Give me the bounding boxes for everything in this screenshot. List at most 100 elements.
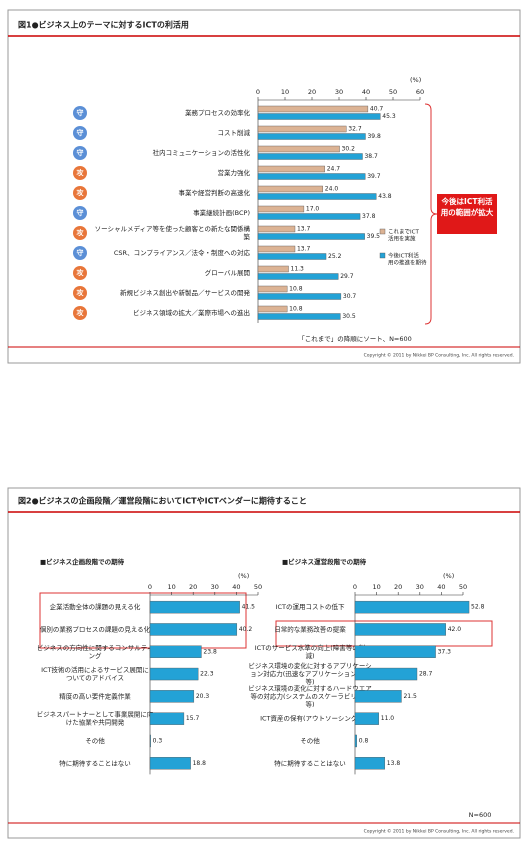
bar bbox=[257, 153, 363, 160]
category-label: ICTのサービス水準の向上(障害等の削減) bbox=[255, 643, 365, 660]
x-tick-label: 40 bbox=[437, 583, 445, 591]
bar bbox=[257, 225, 296, 233]
value-label: 52.8 bbox=[471, 604, 485, 611]
value-label: 0.8 bbox=[359, 737, 369, 744]
category-label: 事業や経営判断の高速化 bbox=[179, 188, 251, 197]
figure-title: 図1●ビジネス上のテーマに対するICTの利活用 bbox=[18, 20, 189, 30]
bar bbox=[354, 757, 386, 770]
category-label: グローバル展開 bbox=[205, 268, 250, 277]
highlight-box bbox=[39, 592, 247, 649]
bar bbox=[257, 185, 324, 193]
category-label: ICT資産の保有(アウトソーシング) bbox=[260, 714, 360, 723]
frame bbox=[7, 9, 521, 364]
category-label: ビジネスパートナーとして事業展開に向けた協業や共同開発 bbox=[37, 710, 154, 727]
bar bbox=[354, 734, 357, 748]
category-label: ICT技術の活用によるサービス展開についてのアドバイス bbox=[41, 665, 149, 682]
value-label: 28.7 bbox=[419, 671, 433, 678]
value-label: 10.8 bbox=[289, 306, 303, 313]
value-label: 13.7 bbox=[297, 246, 311, 253]
category-label: ビジネス領域の拡大／業際市場への進出 bbox=[133, 308, 250, 317]
badge-label: 守 bbox=[77, 148, 84, 157]
category-label: 個別の業務プロセスの課題の見える化 bbox=[40, 624, 151, 633]
bar bbox=[149, 667, 199, 681]
bar bbox=[257, 305, 288, 313]
copyright: Copyright © 2011 by Nikkei BP Consulting… bbox=[364, 828, 514, 835]
x-tick-label: 40 bbox=[232, 583, 240, 591]
value-label: 37.3 bbox=[438, 648, 452, 655]
bar bbox=[354, 623, 446, 636]
category-label: 営業力強化 bbox=[218, 168, 251, 177]
legend-label: これまでICT 活用を実施 bbox=[388, 228, 419, 242]
value-label: 37.8 bbox=[362, 213, 376, 220]
bar bbox=[257, 265, 289, 273]
x-tick-label: 10 bbox=[167, 583, 175, 591]
x-tick-label: 30 bbox=[335, 88, 343, 96]
bar bbox=[257, 285, 288, 293]
x-tick-label: 20 bbox=[394, 583, 402, 591]
bar bbox=[354, 600, 470, 614]
bar bbox=[354, 690, 402, 703]
x-tick-label: 0 bbox=[353, 583, 357, 591]
x-tick-label: 20 bbox=[308, 88, 316, 96]
note: N=600 bbox=[469, 811, 492, 819]
x-tick-label: 50 bbox=[389, 88, 397, 96]
category-label: ビジネス環境の変化に対するアプリケーション対応力(迅速なアプリケーション修正等) bbox=[248, 661, 371, 686]
badge bbox=[73, 106, 87, 120]
badge bbox=[73, 186, 87, 200]
category-label: 企業活動全体の課題の見える化 bbox=[50, 602, 141, 611]
bar bbox=[257, 273, 339, 280]
value-label: 17.0 bbox=[306, 206, 320, 213]
x-tick-label: 60 bbox=[416, 88, 424, 96]
value-label: 21.5 bbox=[403, 693, 417, 700]
legend-label: 今後ICT利活用の推進を期待 bbox=[388, 251, 427, 266]
x-tick-label: 10 bbox=[281, 88, 289, 96]
badge-label: 攻 bbox=[77, 308, 85, 317]
bar bbox=[149, 690, 195, 703]
bar bbox=[257, 205, 305, 213]
value-label: 30.5 bbox=[342, 313, 356, 320]
bar bbox=[257, 113, 381, 120]
value-label: 29.7 bbox=[340, 273, 354, 280]
value-label: 13.7 bbox=[297, 226, 311, 233]
x-tick-label: 30 bbox=[211, 583, 219, 591]
legend-swatch bbox=[379, 252, 386, 259]
value-label: 30.7 bbox=[343, 293, 357, 300]
bar bbox=[354, 645, 436, 658]
chart-title: ■ビジネス運営段階での期待 bbox=[282, 557, 367, 566]
x-tick-label: 0 bbox=[256, 88, 260, 96]
bar bbox=[354, 667, 418, 681]
badge bbox=[73, 126, 87, 140]
value-label: 38.7 bbox=[364, 153, 378, 160]
value-label: 15.7 bbox=[186, 715, 200, 722]
badge bbox=[73, 226, 87, 240]
value-label: 25.2 bbox=[328, 253, 342, 260]
value-label: 22.3 bbox=[200, 671, 214, 678]
category-label: 新規ビジネス創出や新製品／サービスの開発 bbox=[120, 288, 251, 297]
value-label: 39.8 bbox=[367, 133, 381, 140]
x-tick-label: 0 bbox=[148, 583, 152, 591]
value-label: 40.2 bbox=[239, 626, 253, 633]
note: 「これまで」の降順にソート、N=600 bbox=[298, 334, 412, 343]
bar bbox=[149, 623, 238, 636]
figure-title: 図2●ビジネスの企画段階／運営段階においてICTやICTベンダーに期待すること bbox=[18, 496, 307, 506]
category-label: コスト削減 bbox=[218, 128, 251, 137]
unit-label: (%) bbox=[410, 76, 421, 84]
value-label: 43.8 bbox=[378, 193, 392, 200]
category-label: ビジネスの方向性に関するコンサルティング bbox=[37, 643, 154, 660]
bar bbox=[257, 133, 366, 140]
category-label: ビジネス環境の変化に対するハードウエア等の対応力(システムのスケーラビリティ等) bbox=[248, 683, 372, 708]
value-label: 20.3 bbox=[196, 693, 210, 700]
value-label: 11.3 bbox=[291, 266, 305, 273]
category-label: ICTの運用コストの低下 bbox=[276, 602, 345, 611]
x-tick-label: 40 bbox=[362, 88, 370, 96]
bar bbox=[354, 712, 379, 725]
badge bbox=[73, 166, 87, 180]
unit-label: (%) bbox=[443, 572, 454, 580]
value-label: 0.3 bbox=[153, 737, 163, 744]
bar bbox=[257, 193, 377, 200]
x-tick-label: 30 bbox=[416, 583, 424, 591]
category-label: CSR、コンプライアンス／法令・制度への対応 bbox=[114, 248, 251, 257]
value-label: 39.7 bbox=[367, 173, 381, 180]
value-label: 23.8 bbox=[203, 648, 217, 655]
category-label: 日常的な業務改善の提案 bbox=[274, 624, 346, 633]
